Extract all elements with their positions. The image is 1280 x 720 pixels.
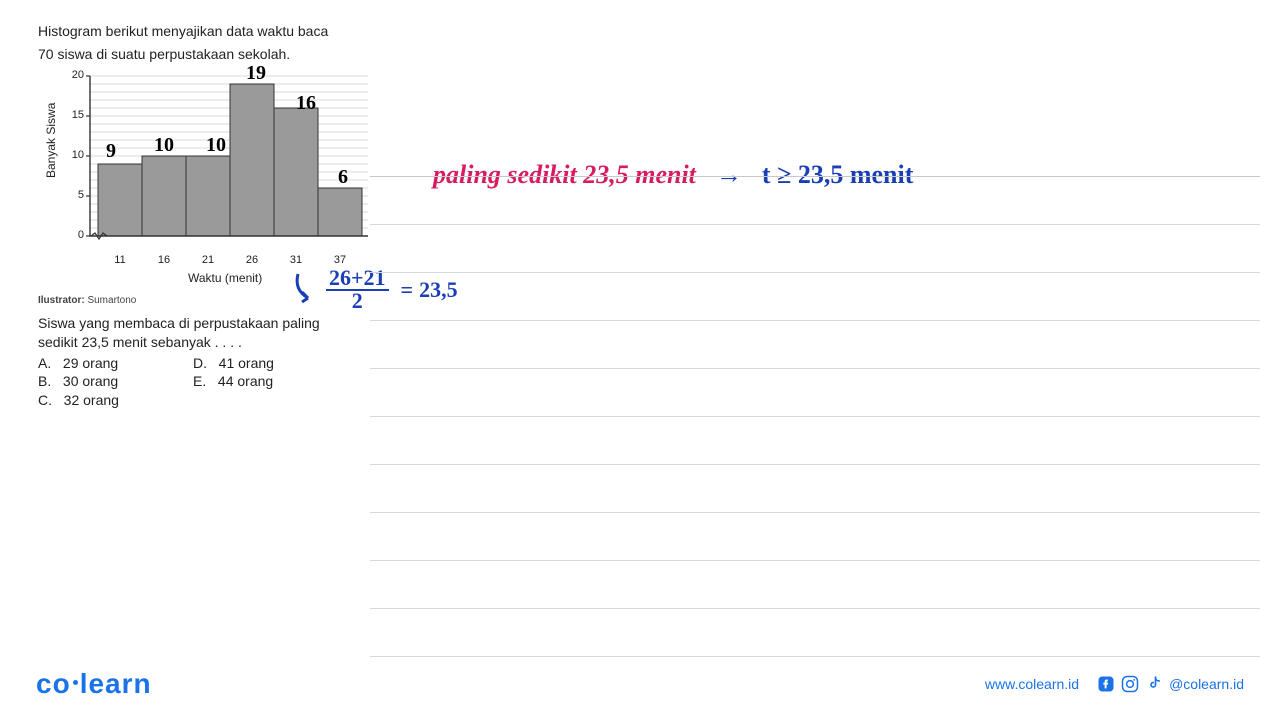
intro-line1: Histogram berikut menyajikan data waktu … — [38, 22, 408, 41]
bar-value-label: 9 — [106, 140, 116, 163]
option-c: C. 32 orang — [38, 391, 193, 410]
histogram: Banyak Siswa Waktu (menit) 05101520 1116… — [48, 68, 378, 263]
frac-den: 2 — [352, 291, 363, 312]
y-tick: 20 — [68, 69, 84, 81]
y-tick: 10 — [68, 149, 84, 161]
option-b: B. 30 orang — [38, 372, 193, 391]
ruled-lines — [370, 176, 1260, 704]
footer-url[interactable]: www.colearn.id — [985, 676, 1079, 692]
y-tick: 0 — [68, 229, 84, 241]
x-tick: 16 — [158, 254, 170, 266]
tiktok-icon[interactable] — [1145, 675, 1163, 693]
footer: colearn www.colearn.id @colearn.id — [0, 668, 1280, 700]
y-tick: 15 — [68, 109, 84, 121]
x-tick: 21 — [202, 254, 214, 266]
options: A. 29 orang D. 41 orang B. 30 orang E. 4… — [38, 354, 408, 411]
histogram-svg — [48, 68, 378, 263]
social-block: @colearn.id — [1097, 675, 1244, 693]
social-handle: @colearn.id — [1169, 676, 1244, 692]
logo: colearn — [36, 668, 152, 700]
option-a: A. 29 orang — [38, 354, 193, 373]
bar-value-label: 6 — [338, 166, 348, 189]
x-tick: 11 — [114, 254, 125, 266]
instagram-icon[interactable] — [1121, 675, 1139, 693]
option-d: D. 41 orang — [193, 354, 348, 373]
bar-value-label: 16 — [296, 92, 316, 115]
x-tick: 26 — [246, 254, 258, 266]
x-tick: 37 — [334, 254, 346, 266]
bar-value-label: 10 — [206, 134, 226, 157]
problem-block: Histogram berikut menyajikan data waktu … — [38, 22, 408, 410]
x-tick: 31 — [290, 254, 302, 266]
x-axis-label: Waktu (menit) — [188, 271, 262, 285]
option-e: E. 44 orang — [193, 372, 348, 391]
bar-value-label: 10 — [154, 134, 174, 157]
intro-line2: 70 siswa di suatu perpustakaan sekolah. — [38, 45, 408, 64]
y-tick: 5 — [68, 189, 84, 201]
arrow-curve-icon — [290, 272, 320, 308]
bar-value-label: 19 — [246, 62, 266, 85]
facebook-icon[interactable] — [1097, 675, 1115, 693]
question-text: Siswa yang membaca di perpustakaan palin… — [38, 314, 398, 352]
